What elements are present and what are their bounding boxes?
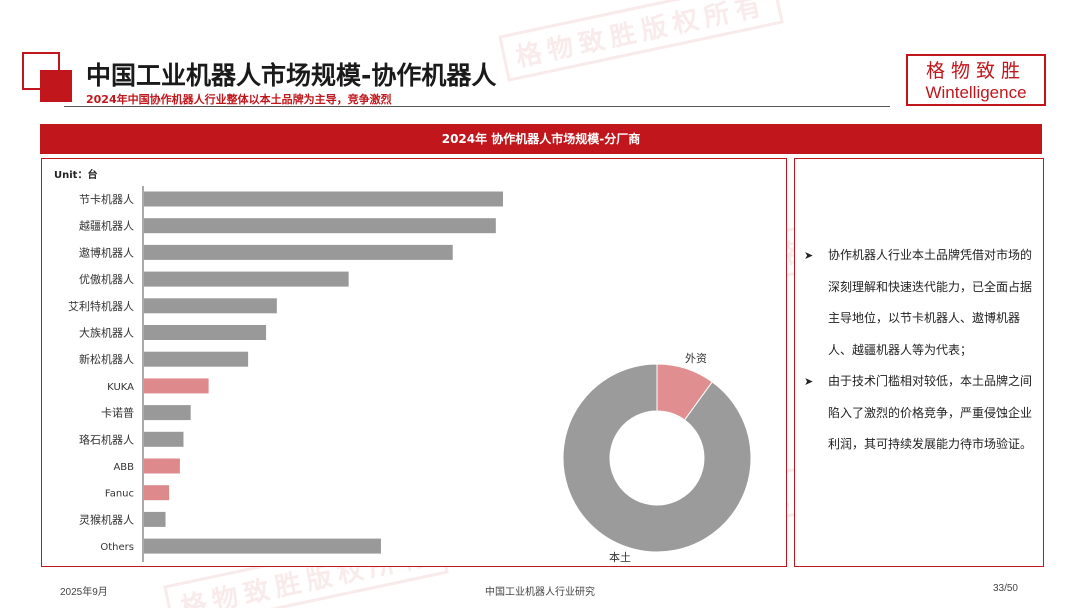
bar <box>144 298 277 314</box>
bar <box>144 244 453 260</box>
section-header: 2024年 协作机器人市场规模-分厂商 <box>40 124 1042 154</box>
unit-label: Unit：台 <box>54 168 97 181</box>
category-label: 越疆机器人 <box>79 219 134 233</box>
category-label: 艾利特机器人 <box>68 299 134 313</box>
category-label: 遨博机器人 <box>79 245 134 259</box>
bar <box>144 191 503 207</box>
bar <box>144 378 209 394</box>
category-label: 灵猴机器人 <box>79 512 134 526</box>
category-label: 新松机器人 <box>79 352 134 366</box>
category-label: Fanuc <box>105 489 134 500</box>
bar <box>144 218 496 234</box>
category-label: 卡诺普 <box>101 406 134 420</box>
page-number: 33/50 <box>992 583 1018 594</box>
insight-list: ➤ 协作机器人行业本土品牌凭借对市场的深刻理解和快速迭代能力，已全面占据主导地位，… <box>802 240 1038 461</box>
brand-logo: 格物致胜 Wintelligence <box>906 54 1046 106</box>
logo-mark <box>22 52 72 102</box>
bar <box>144 271 349 287</box>
donut-slice <box>562 363 752 553</box>
category-label: ABB <box>113 462 134 473</box>
category-label: 大族机器人 <box>79 326 134 340</box>
bar <box>144 458 180 474</box>
category-label: 优傲机器人 <box>79 272 134 286</box>
title-divider <box>64 106 890 107</box>
insight-panel <box>794 158 1044 567</box>
footer-date: 2025年9月 <box>60 587 108 598</box>
bar <box>144 405 191 421</box>
bar <box>144 511 166 527</box>
arrow-bullet-icon: ➤ <box>804 375 814 388</box>
bar <box>144 325 267 340</box>
category-label: Others <box>100 542 134 553</box>
insight-item: ➤ 由于技术门槛相对较低，本土品牌之间陷入了激烈的价格竞争，严重侵蚀企业利润，其可… <box>802 366 1038 461</box>
page-title: 中国工业机器人市场规模-协作机器人 <box>86 61 497 90</box>
category-label: KUKA <box>107 382 134 393</box>
footer-report-name: 中国工业机器人行业研究 <box>485 587 595 598</box>
brand-name-en: Wintelligence <box>925 83 1027 102</box>
bar <box>144 431 184 447</box>
category-label: 节卡机器人 <box>79 192 134 206</box>
arrow-bullet-icon: ➤ <box>804 249 814 262</box>
insight-text: 由于技术门槛相对较低，本土品牌之间陷入了激烈的价格竞争，严重侵蚀企业利润，其可持… <box>828 374 1033 451</box>
category-label: 珞石机器人 <box>79 432 134 446</box>
page-subtitle: 2024年中国协作机器人行业整体以本土品牌为主导，竞争激烈 <box>86 93 392 106</box>
insight-item: ➤ 协作机器人行业本土品牌凭借对市场的深刻理解和快速迭代能力，已全面占据主导地位，… <box>802 240 1038 366</box>
bar <box>144 485 170 501</box>
donut-label: 外资 <box>685 352 707 365</box>
donut-label: 本土 <box>609 550 631 564</box>
insight-text: 协作机器人行业本土品牌凭借对市场的深刻理解和快速迭代能力，已全面占据主导地位，以… <box>828 248 1033 357</box>
brand-name-cn: 格物致胜 <box>925 60 1026 82</box>
bar <box>144 538 381 554</box>
bar <box>144 351 249 367</box>
